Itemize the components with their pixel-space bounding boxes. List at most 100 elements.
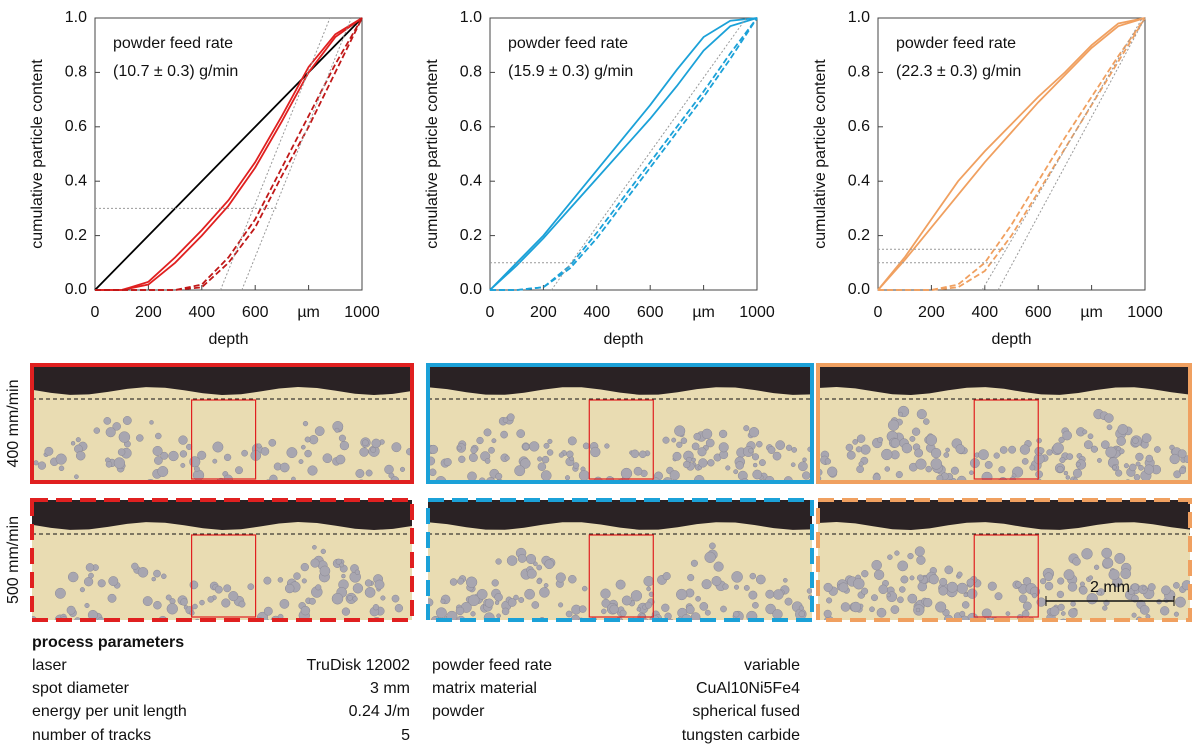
particle bbox=[855, 446, 862, 453]
x-tick-label: 0 bbox=[91, 304, 100, 321]
particle bbox=[752, 462, 758, 468]
particle bbox=[268, 484, 274, 490]
particle bbox=[1051, 627, 1062, 638]
particle bbox=[300, 605, 311, 616]
particle bbox=[506, 413, 515, 422]
particle bbox=[157, 466, 169, 477]
particle bbox=[182, 487, 191, 496]
particle bbox=[1093, 564, 1100, 570]
particle bbox=[370, 446, 377, 453]
param-value: tungsten carbide bbox=[682, 727, 800, 744]
particle bbox=[963, 592, 968, 598]
particle bbox=[441, 640, 446, 645]
x-tick-label: 200 bbox=[530, 304, 557, 321]
particle bbox=[55, 453, 67, 465]
particle bbox=[228, 640, 238, 650]
particle bbox=[476, 588, 488, 600]
x-tick-label: 1000 bbox=[739, 304, 775, 321]
particle bbox=[389, 487, 394, 492]
particle bbox=[1063, 470, 1069, 476]
particle bbox=[1161, 585, 1171, 595]
particle bbox=[319, 565, 331, 577]
particle bbox=[844, 639, 848, 643]
particle bbox=[446, 610, 458, 620]
particle bbox=[1138, 490, 1144, 496]
param-name: spot diameter bbox=[32, 680, 130, 697]
particle bbox=[876, 607, 887, 618]
particle bbox=[1083, 440, 1093, 450]
particle bbox=[1173, 470, 1182, 479]
region-box bbox=[191, 534, 257, 618]
particle bbox=[1013, 636, 1019, 642]
particle bbox=[704, 609, 711, 616]
particle bbox=[58, 465, 65, 472]
particle bbox=[1057, 603, 1065, 611]
particle bbox=[37, 461, 47, 470]
particle bbox=[260, 447, 270, 456]
y-axis-label: cumulative particle content bbox=[424, 59, 441, 249]
particle bbox=[646, 586, 651, 592]
particle bbox=[1100, 440, 1110, 450]
particle bbox=[180, 462, 186, 468]
data-line bbox=[95, 17, 363, 291]
x-tick-label: 400 bbox=[971, 304, 998, 321]
particle bbox=[1145, 454, 1154, 463]
particle bbox=[277, 577, 284, 583]
particle bbox=[644, 601, 652, 609]
particle bbox=[959, 610, 966, 617]
particle bbox=[748, 622, 759, 633]
particle bbox=[352, 583, 364, 594]
particle bbox=[522, 443, 530, 451]
particle bbox=[578, 470, 590, 481]
particle bbox=[649, 628, 660, 639]
particle bbox=[687, 574, 695, 582]
data-line bbox=[95, 17, 363, 291]
particle bbox=[56, 487, 66, 497]
particle bbox=[935, 601, 947, 613]
particle bbox=[304, 449, 312, 458]
particle bbox=[440, 598, 446, 604]
particle bbox=[117, 448, 126, 456]
x-tick-label: 1000 bbox=[344, 304, 380, 321]
particle bbox=[547, 438, 553, 444]
particle bbox=[722, 583, 729, 590]
particle bbox=[338, 434, 346, 442]
particle bbox=[1008, 445, 1017, 454]
particle bbox=[620, 467, 633, 480]
particle bbox=[817, 642, 824, 649]
particle bbox=[1059, 618, 1067, 620]
particle bbox=[399, 466, 406, 472]
particle bbox=[495, 558, 502, 565]
x-tick-label: 400 bbox=[583, 304, 610, 321]
particle bbox=[1102, 557, 1114, 569]
particle bbox=[1034, 627, 1044, 637]
particle bbox=[897, 596, 904, 604]
particle bbox=[806, 626, 813, 633]
particle bbox=[731, 571, 743, 583]
panel-frame bbox=[30, 498, 414, 622]
y-tick-label: 1.0 bbox=[65, 9, 87, 26]
particle bbox=[871, 559, 882, 571]
particle bbox=[300, 562, 309, 572]
particle bbox=[293, 572, 301, 580]
particle bbox=[244, 484, 250, 490]
particle bbox=[977, 490, 983, 496]
particle bbox=[756, 440, 763, 448]
particle bbox=[930, 447, 942, 459]
particle bbox=[996, 633, 1006, 643]
x-tick-label: 400 bbox=[188, 304, 215, 321]
particle bbox=[952, 489, 960, 497]
particle bbox=[749, 572, 757, 580]
particle bbox=[930, 458, 943, 470]
particle bbox=[993, 634, 998, 639]
particle bbox=[917, 581, 928, 592]
particle bbox=[1060, 611, 1066, 616]
particle bbox=[641, 625, 646, 630]
particle bbox=[74, 617, 81, 620]
particle bbox=[179, 450, 188, 458]
particle bbox=[690, 559, 698, 567]
particle bbox=[867, 623, 872, 628]
particle bbox=[748, 427, 760, 438]
y-tick-label: 0.6 bbox=[65, 118, 87, 135]
particle bbox=[1120, 568, 1132, 580]
